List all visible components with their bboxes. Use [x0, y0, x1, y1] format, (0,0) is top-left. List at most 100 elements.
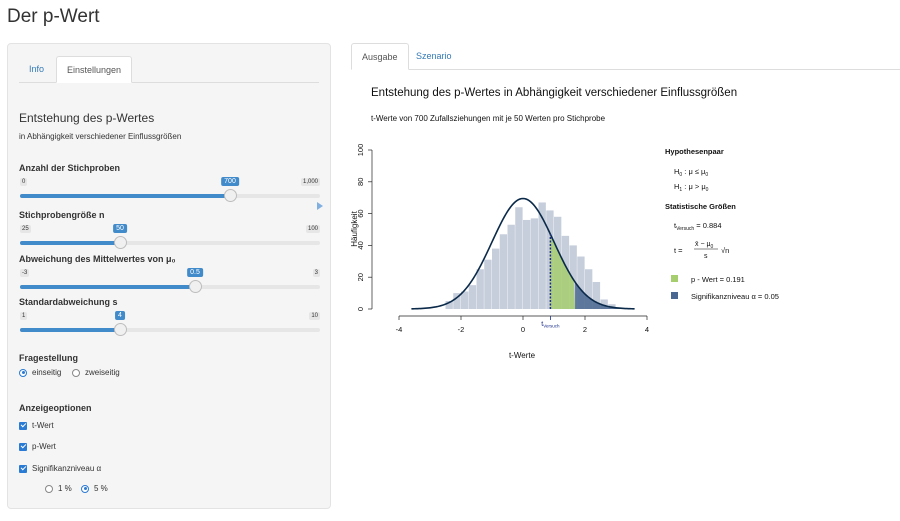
checkbox-signifikanzniveau[interactable]: Signifikanzniveau α: [19, 464, 101, 473]
x-tick-label: -2: [458, 325, 465, 334]
legend-formula: t = x̄ − μ0 s √n: [674, 241, 729, 260]
x-tick-label: 2: [583, 325, 587, 334]
histogram-bar: [492, 248, 500, 309]
svg-text:s: s: [704, 253, 708, 260]
checkbox-icon[interactable]: [19, 442, 27, 451]
slider-fill: [20, 285, 195, 289]
checkbox-label: p-Wert: [32, 442, 56, 451]
legend-p-swatch: [671, 275, 678, 282]
radio-alpha-5[interactable]: 5 %: [81, 484, 108, 493]
svg-text:x̄ − μ0: x̄ − μ0: [695, 241, 714, 250]
slider-handle[interactable]: [113, 323, 127, 336]
sidebar-panel: Info Einstellungen Entstehung des p-Wert…: [7, 43, 331, 509]
legend-stats-title: Statistische Größen: [665, 202, 736, 211]
slider-fill: [20, 328, 120, 332]
slider-max: 10: [309, 312, 320, 320]
x-tick-label: 0: [521, 325, 525, 334]
checkbox-icon[interactable]: [19, 464, 27, 473]
y-tick-label: 20: [356, 273, 365, 281]
main-tabs: Ausgabe Szenario: [351, 43, 900, 70]
slider-fill: [20, 241, 120, 245]
slider-fill: [20, 194, 230, 198]
sidebar-heading: Entstehung des p-Wertes: [19, 111, 155, 125]
radio-alpha-1[interactable]: 1 %: [45, 484, 72, 493]
histogram-bar: [453, 293, 461, 309]
slider-abweichung[interactable]: -3 3 0.5: [20, 268, 320, 303]
slider-value: 700: [221, 177, 239, 186]
histogram-bar: [515, 207, 523, 309]
checkbox-label: Signifikanzniveau α: [32, 464, 102, 473]
tab-szenario[interactable]: Szenario: [416, 51, 452, 61]
slider-max: 100: [305, 225, 320, 233]
histogram-bar: [600, 299, 608, 309]
svg-text:√n: √n: [721, 246, 729, 255]
legend-h0: H0 : μ ≤ μ0: [674, 167, 708, 178]
histogram-bar: [577, 256, 585, 309]
slider-standardabweichung[interactable]: 1 10 4: [20, 311, 320, 346]
slider-handle[interactable]: [188, 280, 202, 293]
histogram-bar: [538, 202, 546, 309]
slider-value: 4: [115, 311, 125, 320]
histogram-bar: [569, 245, 577, 309]
radio-zweiseitig[interactable]: zweiseitig: [72, 368, 120, 377]
y-tick-label: 0: [356, 307, 365, 311]
legend-t-versuch: tVersuch = 0.884: [674, 221, 722, 232]
y-tick-label: 80: [356, 178, 365, 186]
x-axis-label: t-Werte: [509, 351, 536, 360]
histogram-bar: [484, 259, 492, 309]
legend-hypothesis-title: Hypothesenpaar: [665, 147, 724, 156]
slider-stichprobengroesse[interactable]: 25 100 50: [20, 224, 320, 259]
p-value-area: [550, 234, 576, 309]
sidebar-subheading: in Abhängigkeit verschiedener Einflussgr…: [19, 132, 182, 141]
legend-h1: H1 : μ > μ0: [674, 182, 709, 193]
y-axis-label: Häufigkeit: [350, 210, 359, 246]
radio-icon[interactable]: [45, 484, 53, 493]
histogram-bar: [507, 224, 515, 309]
x-tick-label: -4: [396, 325, 403, 334]
play-icon[interactable]: [317, 202, 323, 210]
plot-subtitle: t-Werte von 700 Zufallsziehungen mit je …: [371, 114, 606, 123]
checkbox-t-wert[interactable]: t-Wert: [19, 421, 54, 430]
slider-value: 0.5: [187, 268, 203, 277]
legend-p-label: p - Wert = 0.191: [691, 275, 745, 284]
t-versuch-label: tVersuch: [541, 321, 560, 329]
slider-handle[interactable]: [224, 189, 237, 202]
checkbox-p-wert[interactable]: p-Wert: [19, 442, 56, 451]
sidebar-tabs: Info Einstellungen: [19, 56, 319, 83]
histogram-bar: [530, 218, 539, 309]
tab-einstellungen[interactable]: Einstellungen: [56, 56, 133, 83]
radio-icon[interactable]: [19, 368, 27, 377]
histogram-bar: [523, 219, 531, 309]
radio-label: einseitig: [32, 368, 62, 377]
slider-label-standardabweichung: Standardabweichung s: [19, 297, 118, 307]
alpha-area: [575, 282, 635, 309]
radio-einseitig[interactable]: einseitig: [19, 368, 61, 377]
histogram-bar: [468, 285, 477, 309]
tab-info[interactable]: Info: [29, 64, 45, 74]
slider-handle[interactable]: [113, 236, 127, 249]
radio-label: 1 %: [58, 484, 72, 493]
chart-legend: Hypothesenpaar H0 : μ ≤ μ0 H1 : μ > μ0 S…: [665, 147, 779, 301]
slider-min: 0: [20, 178, 28, 186]
slider-min: 1: [20, 312, 28, 320]
slider-track[interactable]: [20, 328, 320, 332]
page-title: Der p-Wert: [7, 6, 100, 27]
y-tick-label: 40: [356, 241, 365, 249]
slider-track[interactable]: [20, 241, 320, 245]
fragestellung-label: Fragestellung: [19, 353, 79, 363]
radio-icon[interactable]: [72, 368, 80, 377]
y-tick-label: 60: [356, 209, 365, 217]
slider-max: 3: [312, 269, 320, 277]
histogram-bar: [585, 269, 593, 309]
checkbox-icon[interactable]: [19, 421, 27, 430]
legend-alpha-label: Signifikanzniveau α = 0.05: [691, 292, 779, 301]
y-tick-label: 100: [356, 144, 365, 157]
slider-stichproben[interactable]: 0 1,000 700: [20, 177, 323, 212]
slider-min: -3: [20, 269, 30, 277]
slider-max: 1,000: [300, 178, 320, 186]
radio-icon[interactable]: [81, 484, 89, 493]
anzeigeoptionen-label: Anzeigeoptionen: [19, 403, 92, 413]
tab-ausgabe[interactable]: Ausgabe: [351, 43, 409, 70]
svg-text:t =: t =: [674, 246, 683, 255]
checkbox-label: t-Wert: [32, 421, 54, 430]
